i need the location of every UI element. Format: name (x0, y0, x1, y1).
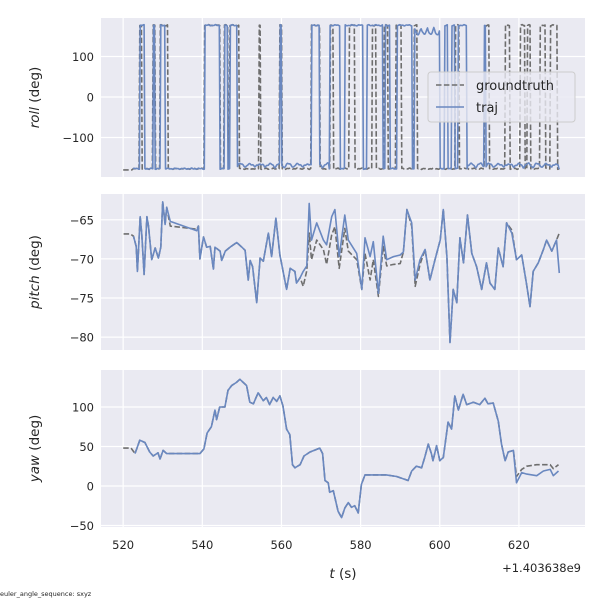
roll-ylabel-unit: (deg) (27, 67, 43, 107)
xtick-label: 520 (112, 538, 134, 552)
xlabel: t (s) (329, 566, 356, 582)
yaw-ytick-label: −50 (70, 519, 94, 533)
yaw-plot-area (101, 370, 585, 527)
pitch-ytick-label: −80 (70, 331, 94, 345)
pitch-ytick-label: −70 (70, 252, 94, 266)
legend-traj-label: traj (476, 101, 498, 116)
roll-ytick-label: −100 (62, 131, 94, 145)
yaw-subplot: −50 0 50 100 yaw (deg) 520 540 560 580 600 620 t (s… (27, 370, 585, 582)
roll-ytick-label: 0 (87, 90, 94, 104)
xtick-label: 620 (508, 538, 530, 552)
xlabel-var: t (329, 566, 335, 582)
pitch-plot-area (101, 194, 585, 350)
yaw-ylabel-unit: (deg) (27, 415, 43, 455)
pitch-subplot: −80 −75 −70 −65 pitch (deg) (27, 194, 585, 350)
pitch-ylabel-var: pitch (27, 275, 43, 310)
legend-box (427, 71, 576, 123)
yaw-ylabel-var: yaw (27, 454, 43, 483)
x-offset-label: +1.403638e9 (502, 561, 581, 575)
yaw-ylabel: yaw (deg) (27, 415, 43, 484)
pitch-ytick-label: −65 (70, 213, 94, 227)
pitch-traj-line (132, 201, 561, 344)
yaw-ytick-label: 0 (87, 479, 94, 493)
roll-ylabel: roll (deg) (27, 67, 43, 129)
pitch-ylabel-unit: (deg) (27, 235, 43, 275)
xtick-label: 540 (191, 538, 213, 552)
yaw-ytick-label: 50 (79, 440, 94, 454)
legend-groundtruth-label: groundtruth (476, 79, 554, 94)
roll-traj-line (132, 23, 561, 171)
pitch-ytick-label: −75 (70, 292, 94, 306)
pitch-ylabel: pitch (deg) (27, 235, 43, 310)
roll-ylabel-var: roll (27, 107, 43, 129)
xtick-label: 580 (350, 538, 372, 552)
xtick-label: 560 (270, 538, 292, 552)
roll-ytick-label: 100 (72, 50, 94, 64)
xlabel-unit: (s) (335, 566, 357, 582)
euler-sequence-note: euler_angle_sequence: sxyz (0, 590, 92, 598)
xtick-label: 600 (429, 538, 451, 552)
legend: groundtruth traj (427, 71, 576, 123)
yaw-traj-line (134, 378, 560, 519)
yaw-ytick-label: 100 (72, 400, 94, 414)
